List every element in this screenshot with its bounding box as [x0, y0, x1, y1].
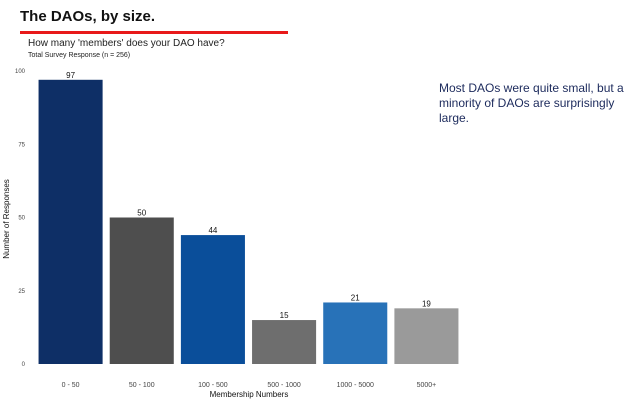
x-tick-label: 100 - 500	[198, 382, 228, 389]
data-labels: 97 50 44 15 21 19	[66, 71, 431, 320]
bar-value-label: 97	[66, 71, 75, 80]
x-tick-label: 5000+	[417, 382, 437, 389]
bar	[323, 302, 388, 364]
y-tick-label: 100	[15, 69, 26, 75]
chart-caption: Total Survey Response (n = 256)	[28, 52, 131, 59]
x-axis-ticks: 0 - 50 50 - 100 100 - 500 500 - 1000 1000 - …	[62, 382, 437, 389]
bar-value-label: 15	[280, 311, 289, 320]
y-tick-label: 50	[18, 216, 25, 222]
y-axis-ticks: 0 25 50 75 100	[15, 69, 26, 368]
bar-value-label: 19	[422, 299, 431, 308]
x-tick-label: 50 - 100	[129, 382, 155, 389]
chart-subtitle: How many 'members' does your DAO have?	[28, 38, 225, 49]
bar	[38, 79, 103, 364]
chart-title: The DAOs, by size.	[20, 8, 156, 25]
bar	[394, 308, 459, 364]
bar	[180, 235, 245, 364]
x-tick-label: 0 - 50	[62, 382, 80, 389]
x-axis-label: Membership Numbers	[210, 390, 289, 399]
y-tick-label: 75	[18, 142, 25, 148]
y-tick-label: 25	[18, 289, 25, 295]
chart-annotation: Most DAOs were quite small, but a minori…	[439, 81, 624, 125]
bar	[109, 217, 174, 364]
bars	[38, 79, 459, 364]
bar	[252, 320, 317, 364]
bar-value-label: 21	[351, 293, 360, 302]
title-underline	[20, 31, 288, 34]
x-tick-label: 1000 - 5000	[337, 382, 374, 389]
y-tick-label: 0	[22, 362, 26, 368]
bar-value-label: 50	[137, 209, 146, 218]
bar-value-label: 44	[208, 226, 217, 235]
x-tick-label: 500 - 1000	[267, 382, 301, 389]
y-axis-label: Number of Responses	[2, 179, 11, 259]
